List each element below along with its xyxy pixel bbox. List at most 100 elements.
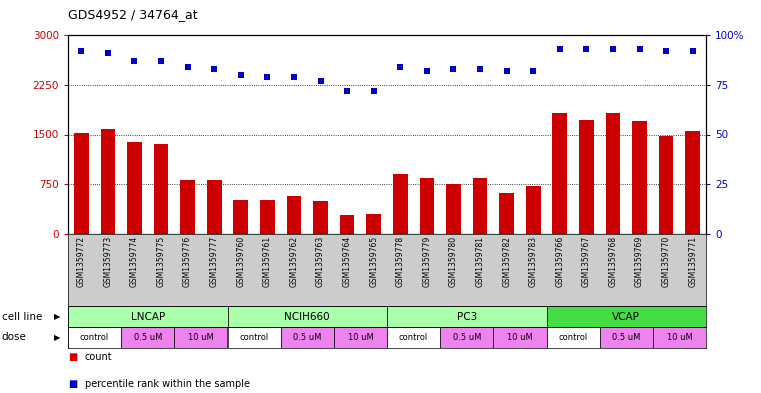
Text: GSM1359765: GSM1359765 — [369, 236, 378, 287]
Point — [368, 88, 380, 94]
Bar — [154, 145, 168, 234]
Point — [554, 46, 566, 52]
Bar — [260, 200, 275, 234]
Text: GSM1359762: GSM1359762 — [289, 236, 298, 287]
Bar — [546, 327, 600, 348]
Bar — [686, 130, 700, 234]
Point — [102, 50, 114, 56]
Bar — [314, 202, 328, 234]
Text: ▶: ▶ — [54, 333, 60, 342]
Text: GSM1359780: GSM1359780 — [449, 236, 458, 287]
Bar — [387, 306, 546, 327]
Text: control: control — [399, 333, 428, 342]
Text: GSM1359774: GSM1359774 — [130, 236, 139, 287]
Text: GSM1359777: GSM1359777 — [210, 236, 218, 287]
Text: 0.5 uM: 0.5 uM — [134, 333, 162, 342]
Point — [633, 46, 645, 52]
Text: dose: dose — [2, 332, 27, 343]
Text: ■: ■ — [68, 352, 78, 362]
Point — [421, 68, 433, 74]
Bar — [659, 136, 673, 234]
Bar — [419, 178, 435, 234]
Text: count: count — [84, 352, 113, 362]
Text: 0.5 uM: 0.5 uM — [453, 333, 481, 342]
Bar — [393, 174, 408, 234]
Point — [394, 64, 406, 70]
Text: GSM1359760: GSM1359760 — [237, 236, 245, 287]
Bar — [68, 306, 228, 327]
Text: percentile rank within the sample: percentile rank within the sample — [84, 379, 250, 389]
Text: 10 uM: 10 uM — [188, 333, 214, 342]
Text: GSM1359761: GSM1359761 — [263, 236, 272, 287]
Bar — [579, 120, 594, 234]
Bar — [526, 185, 540, 234]
Point — [75, 48, 88, 54]
Point — [501, 68, 513, 74]
Text: GSM1359769: GSM1359769 — [635, 236, 644, 287]
Text: GSM1359775: GSM1359775 — [157, 236, 166, 287]
Bar — [546, 306, 706, 327]
Bar — [287, 196, 301, 234]
Text: LNCAP: LNCAP — [131, 312, 165, 321]
Text: GSM1359782: GSM1359782 — [502, 236, 511, 287]
Text: VCAP: VCAP — [613, 312, 640, 321]
Bar — [473, 178, 487, 234]
Point — [208, 66, 220, 72]
Point — [447, 66, 460, 72]
Bar — [180, 180, 195, 234]
Text: ■: ■ — [68, 379, 78, 389]
Point — [234, 72, 247, 78]
Bar — [121, 327, 174, 348]
Point — [474, 66, 486, 72]
Bar — [100, 129, 115, 234]
Point — [527, 68, 540, 74]
Bar — [281, 327, 334, 348]
Bar — [334, 327, 387, 348]
Point — [314, 78, 326, 84]
Point — [581, 46, 593, 52]
Bar — [606, 113, 620, 234]
Point — [182, 64, 194, 70]
Text: control: control — [559, 333, 587, 342]
Text: GSM1359783: GSM1359783 — [529, 236, 538, 287]
Point — [155, 58, 167, 64]
Bar — [600, 327, 653, 348]
Bar — [207, 180, 221, 234]
Text: GSM1359773: GSM1359773 — [103, 236, 113, 287]
Text: 10 uM: 10 uM — [507, 333, 533, 342]
Text: ▶: ▶ — [54, 312, 60, 321]
Text: control: control — [240, 333, 269, 342]
Bar — [74, 132, 88, 234]
Bar — [127, 142, 142, 234]
Bar — [440, 327, 493, 348]
Point — [686, 48, 699, 54]
Text: GSM1359770: GSM1359770 — [661, 236, 670, 287]
Text: 10 uM: 10 uM — [667, 333, 693, 342]
Text: GSM1359767: GSM1359767 — [582, 236, 591, 287]
Bar — [366, 215, 381, 234]
Bar — [552, 113, 567, 234]
Text: 10 uM: 10 uM — [348, 333, 374, 342]
Text: GSM1359776: GSM1359776 — [183, 236, 192, 287]
Point — [129, 58, 141, 64]
Text: NCIH660: NCIH660 — [285, 312, 330, 321]
Bar — [387, 327, 440, 348]
Text: control: control — [80, 333, 110, 342]
Bar — [228, 327, 281, 348]
Text: GSM1359779: GSM1359779 — [422, 236, 431, 287]
Text: GSM1359763: GSM1359763 — [316, 236, 325, 287]
Text: GDS4952 / 34764_at: GDS4952 / 34764_at — [68, 8, 198, 21]
Bar — [446, 184, 460, 234]
Bar — [632, 121, 647, 234]
Bar — [653, 327, 706, 348]
Point — [341, 88, 353, 94]
Text: GSM1359764: GSM1359764 — [342, 236, 352, 287]
Text: GSM1359766: GSM1359766 — [556, 236, 565, 287]
Bar — [228, 306, 387, 327]
Text: 0.5 uM: 0.5 uM — [612, 333, 641, 342]
Text: cell line: cell line — [2, 312, 42, 321]
Point — [607, 46, 619, 52]
Text: GSM1359781: GSM1359781 — [476, 236, 485, 287]
Bar — [234, 200, 248, 234]
Text: GSM1359768: GSM1359768 — [609, 236, 617, 287]
